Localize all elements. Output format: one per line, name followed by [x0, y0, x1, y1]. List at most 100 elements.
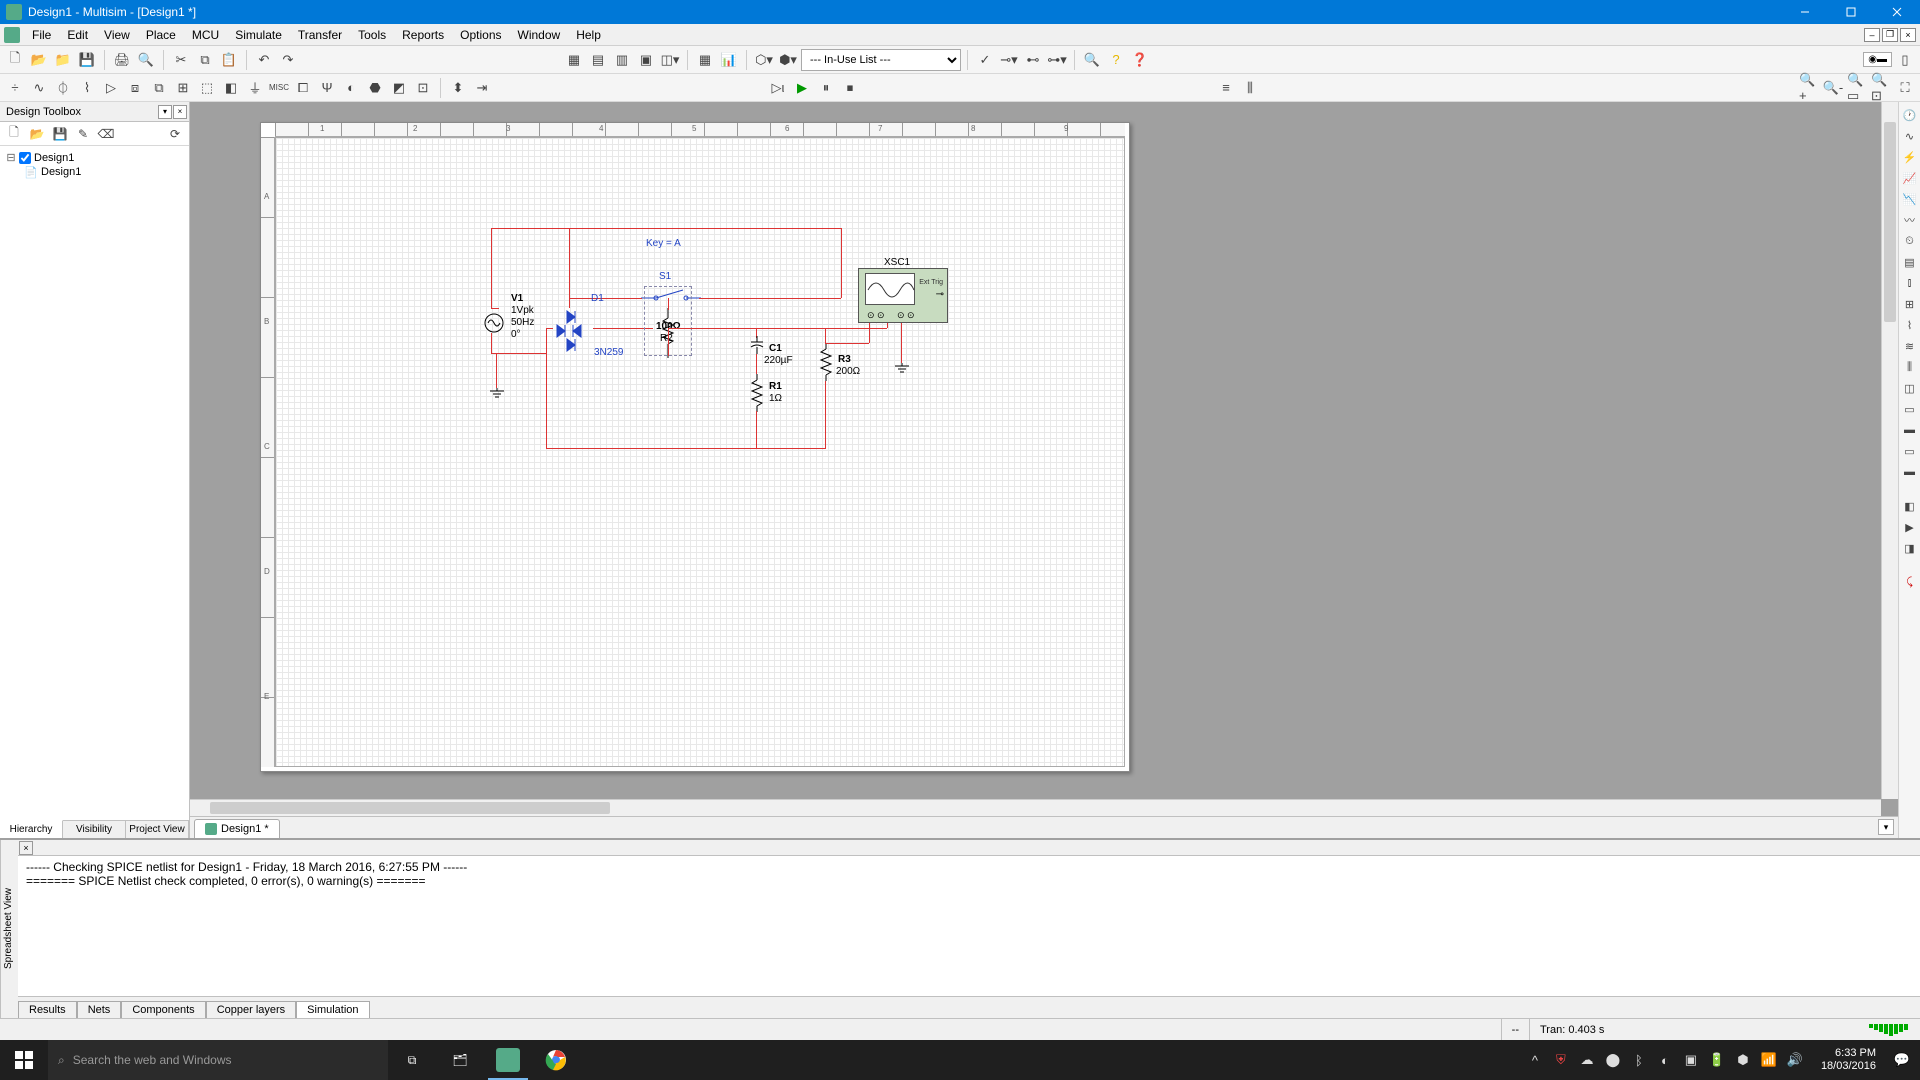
spreadsheet-button[interactable]: ▦ [694, 49, 716, 71]
run-button[interactable]: ▶ [791, 77, 813, 99]
toolbox-dropdown[interactable]: ▾ [158, 105, 172, 119]
help-button[interactable]: ? [1105, 49, 1127, 71]
place-misc-button[interactable]: ⊞ [172, 77, 194, 99]
wattmeter-icon[interactable]: ⚡ [1901, 148, 1919, 166]
tb-rename[interactable]: ✎ [73, 124, 93, 144]
toolbox-tab-visibility[interactable]: Visibility [63, 821, 126, 838]
output-tab-simulation[interactable]: Simulation [296, 1001, 369, 1018]
place-diode-button[interactable]: ⏀ [52, 77, 74, 99]
agilent2-icon[interactable]: ▬ [1901, 421, 1919, 439]
place-rf-button[interactable]: Ψ [316, 77, 338, 99]
zoom-area-button[interactable]: 🔍▭ [1846, 77, 1868, 99]
tb-open[interactable]: 📂 [27, 124, 47, 144]
r3[interactable] [817, 343, 835, 381]
grapher-button[interactable]: 📊 [718, 49, 740, 71]
menu-view[interactable]: View [96, 26, 138, 44]
place-adv-button[interactable]: ⧠ [292, 77, 314, 99]
wordgen-icon[interactable]: ▤ [1901, 253, 1919, 271]
tray-app3-icon[interactable]: ◐ [1657, 1052, 1673, 1068]
save-button[interactable]: 💾 [76, 49, 98, 71]
place-trans-button[interactable]: ⌇ [76, 77, 98, 99]
scope4-icon[interactable]: 📉 [1901, 190, 1919, 208]
maximize-button[interactable] [1828, 0, 1874, 24]
place-conn-button[interactable]: ⬣ [364, 77, 386, 99]
logic-analyzer-icon[interactable]: ⫾ [1901, 274, 1919, 292]
align-h-button[interactable]: ≡ [1215, 77, 1237, 99]
bode-icon[interactable]: 〰 [1901, 211, 1919, 229]
close-button[interactable] [1874, 0, 1920, 24]
sheet-grid[interactable]: Key = A S1 [275, 137, 1125, 767]
zoom-in-button[interactable]: 🔍+ [1798, 77, 1820, 99]
iv-icon[interactable]: ⌇ [1901, 316, 1919, 334]
oscilloscope-xsc1[interactable]: Ext Trig ⊸ ⊙ ⊙ ⊙ ⊙ [858, 268, 948, 323]
place-cmos-button[interactable]: ⧉ [148, 77, 170, 99]
toolbox-tab-hierarchy[interactable]: Hierarchy [0, 820, 63, 838]
probe1-button[interactable]: ⊸▾ [998, 49, 1020, 71]
tray-app1-icon[interactable]: ☁ [1579, 1052, 1595, 1068]
source-v1[interactable] [484, 313, 504, 333]
menu-window[interactable]: Window [510, 26, 569, 44]
menu-mcu[interactable]: MCU [184, 26, 227, 44]
paste-button[interactable]: 📋 [218, 49, 240, 71]
copy-button[interactable]: ⧉ [194, 49, 216, 71]
system-tray[interactable]: ^ ⛨ ☁ ⬤ ᛒ ◐ ▣ 🔋 ⬢ 📶 🔊 6:33 PM 18/03/2016… [1517, 1047, 1920, 1073]
agilent3-icon[interactable]: ▭ [1901, 442, 1919, 460]
labview1-icon[interactable]: ◧ [1901, 497, 1919, 515]
bridge-d1[interactable] [549, 303, 599, 353]
interactive-sim-button[interactable]: ▷ι [767, 77, 789, 99]
hscrollbar[interactable] [190, 799, 1881, 816]
menu-edit[interactable]: Edit [59, 26, 96, 44]
tek-icon[interactable]: ▬ [1901, 463, 1919, 481]
notifications-icon[interactable]: 💬 [1894, 1052, 1910, 1068]
tray-shield-icon[interactable]: ⛨ [1553, 1052, 1569, 1068]
multimeter-icon[interactable]: 🕐 [1901, 106, 1919, 124]
place-ind-button[interactable]: ◧ [220, 77, 242, 99]
tree-child[interactable]: 📄 Design1 [22, 165, 185, 179]
output-tab-results[interactable]: Results [18, 1001, 77, 1018]
c1[interactable] [748, 336, 766, 354]
tree-root[interactable]: ⊟ Design1 [4, 150, 185, 165]
tray-volume-icon[interactable]: 🔊 [1787, 1052, 1803, 1068]
mdi-close[interactable]: × [1900, 28, 1916, 42]
undo-button[interactable]: ↶ [253, 49, 275, 71]
view-mode-5[interactable]: ◫▾ [659, 49, 681, 71]
view-mode-3[interactable]: ▥ [611, 49, 633, 71]
place-elec-button[interactable]: ◐ [340, 77, 362, 99]
tray-bluetooth-icon[interactable]: ᛒ [1631, 1052, 1647, 1068]
tray-battery-icon[interactable]: 🔋 [1709, 1052, 1725, 1068]
new-button[interactable]: 🗋 [4, 49, 26, 71]
place-mixed-button[interactable]: ⬚ [196, 77, 218, 99]
bus-button[interactable]: ⇥ [471, 77, 493, 99]
taskbar-app-multisim[interactable] [484, 1040, 532, 1080]
view-mode-4[interactable]: ▣ [635, 49, 657, 71]
place-analog-button[interactable]: ▷ [100, 77, 122, 99]
fullscreen-button[interactable]: ⛶ [1894, 77, 1916, 99]
probe3-button[interactable]: ⊶▾ [1046, 49, 1068, 71]
tb-save[interactable]: 💾 [50, 124, 70, 144]
print-preview-button[interactable]: 🔍 [135, 49, 157, 71]
logic-conv-icon[interactable]: ⊞ [1901, 295, 1919, 313]
menu-transfer[interactable]: Transfer [290, 26, 350, 44]
align-v-button[interactable]: ⫼ [1239, 77, 1261, 99]
tray-up-icon[interactable]: ^ [1527, 1052, 1543, 1068]
probe-current-icon[interactable]: ⤹ [1901, 573, 1919, 591]
place-misc2-button[interactable]: MISC [268, 77, 290, 99]
inuse-combo[interactable]: --- In-Use List --- [801, 49, 961, 71]
place-src-button[interactable]: ÷ [4, 77, 26, 99]
labview2-icon[interactable]: ▶ [1901, 518, 1919, 536]
minimize-button[interactable] [1782, 0, 1828, 24]
menu-reports[interactable]: Reports [394, 26, 452, 44]
place-basic-button[interactable]: ∿ [28, 77, 50, 99]
r1[interactable] [748, 374, 766, 412]
toolbox-close[interactable]: × [173, 105, 187, 119]
doctab-design1[interactable]: Design1 * [194, 819, 280, 838]
probe2-button[interactable]: ⊷ [1022, 49, 1044, 71]
component-button[interactable]: ⬡▾ [753, 49, 775, 71]
taskbar-search[interactable]: ⌕ Search the web and Windows [48, 1040, 388, 1080]
stop-button[interactable]: ⏹ [839, 77, 861, 99]
menu-simulate[interactable]: Simulate [227, 26, 290, 44]
taskbar-clock[interactable]: 6:33 PM 18/03/2016 [1813, 1047, 1884, 1073]
labview3-icon[interactable]: ◨ [1901, 539, 1919, 557]
view-mode-2[interactable]: ▤ [587, 49, 609, 71]
menu-place[interactable]: Place [138, 26, 184, 44]
